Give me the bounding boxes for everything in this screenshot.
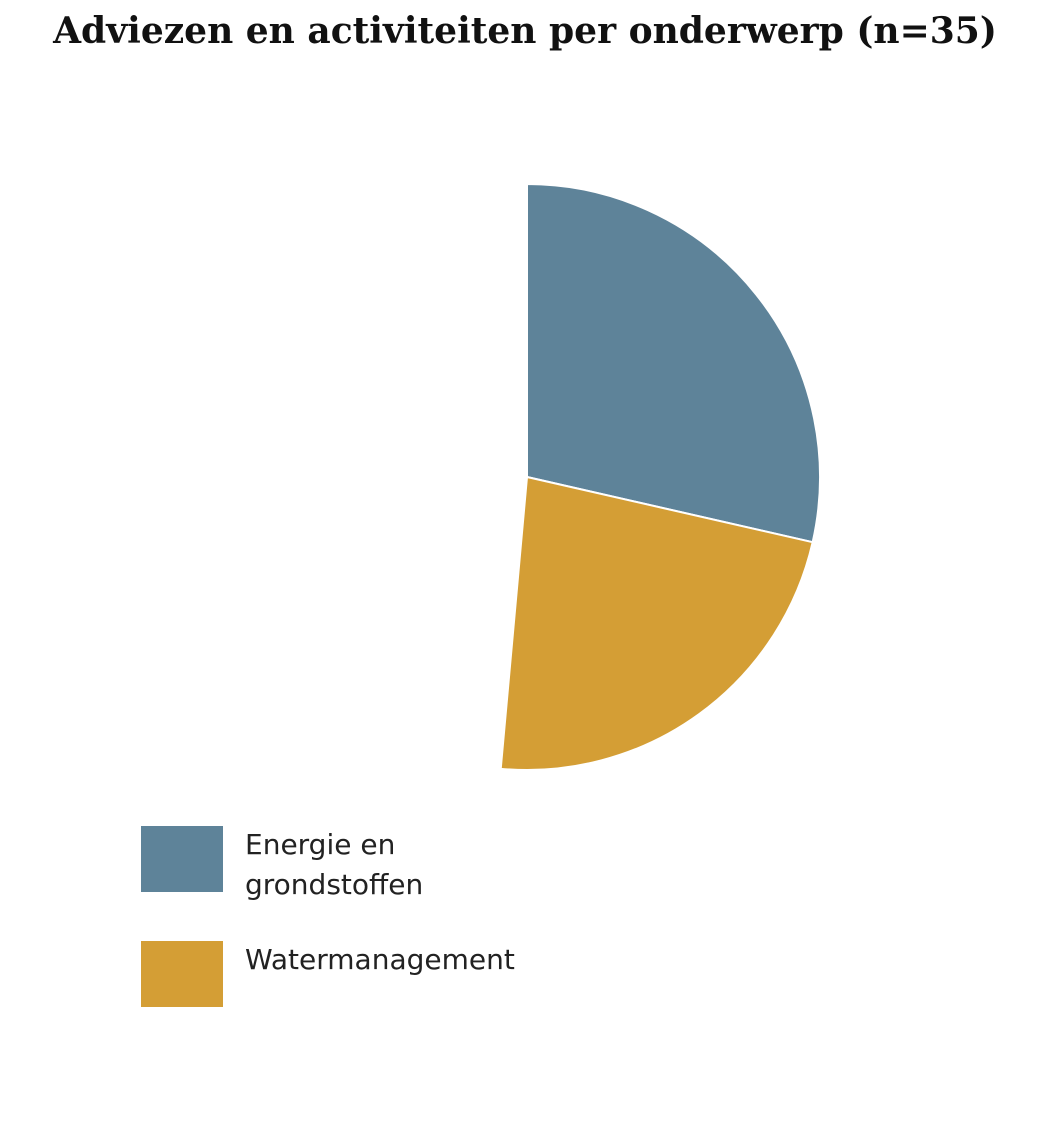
legend: Energie en grondstoffen Watermanagement [141,826,565,1043]
pie-slice-watermanagement [499,475,814,771]
legend-item-watermanagement: Watermanagement [141,941,565,1007]
pie-slice-energie [526,182,821,544]
legend-swatch-watermanagement [141,941,223,1007]
chart-title: Adviezen en activiteiten per onderwerp (… [53,10,997,52]
legend-label-watermanagement: Watermanagement [245,943,515,976]
legend-item-energie: Energie en grondstoffen [141,826,565,905]
legend-label-energie: Energie en grondstoffen [245,828,424,901]
legend-swatch-energie [141,826,223,892]
